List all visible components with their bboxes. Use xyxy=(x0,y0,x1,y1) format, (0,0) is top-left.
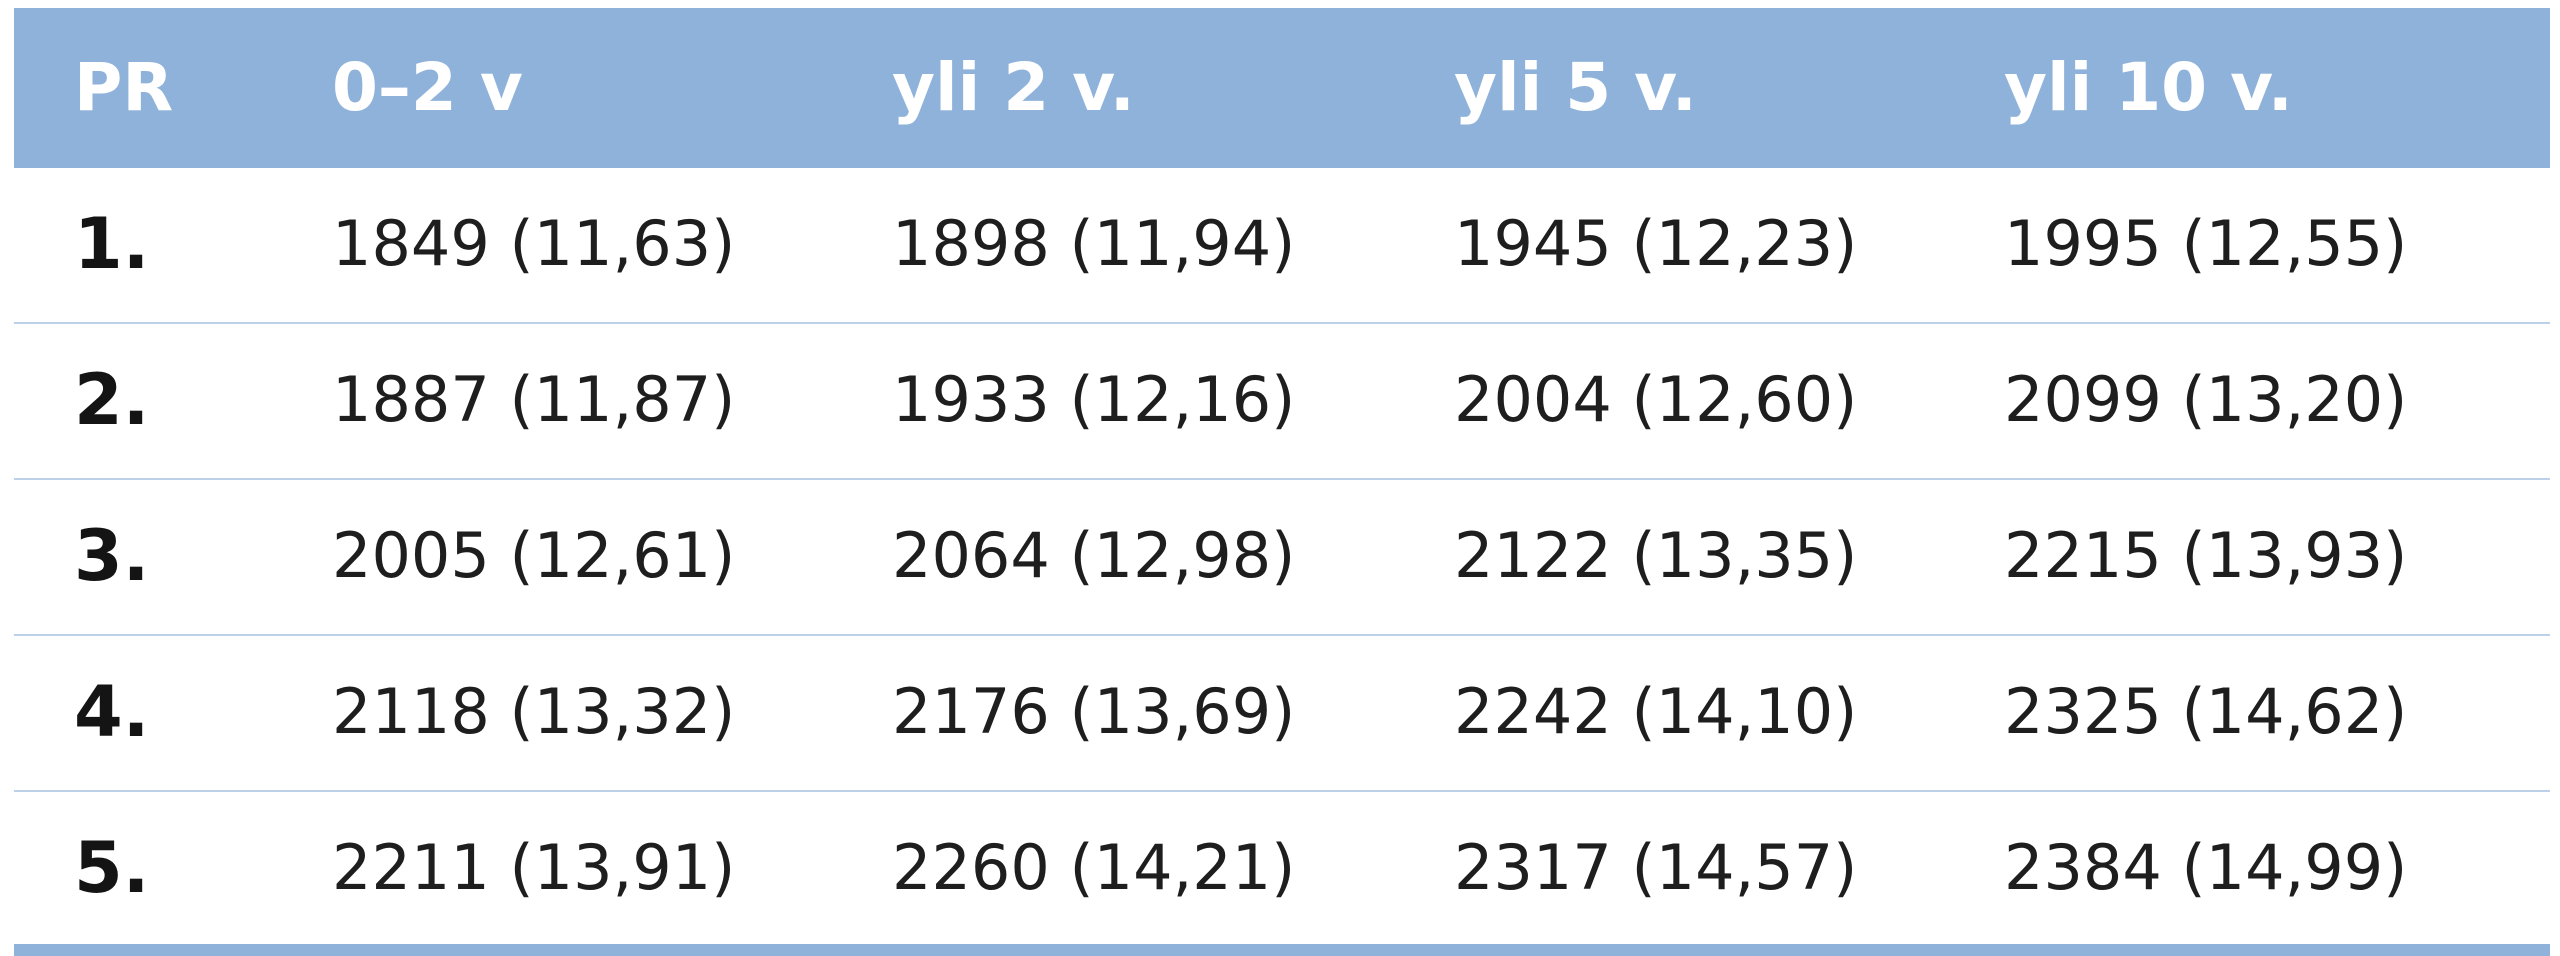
table-cell: 2384 (14,99) xyxy=(2004,831,2408,904)
table-row: 1. 1849 (11,63) 1898 (11,94) 1945 (12,23… xyxy=(14,168,2550,324)
table-cell: 2099 (13,20) xyxy=(2004,363,2408,436)
row-label: 4. xyxy=(74,671,150,753)
table-cell: 2118 (13,32) xyxy=(332,675,736,748)
table-header-row: PR 0–2 v yli 2 v. yli 5 v. yli 10 v. xyxy=(14,8,2550,168)
table-cell: 2317 (14,57) xyxy=(1454,831,1858,904)
table-cell: 2325 (14,62) xyxy=(2004,675,2408,748)
row-label: 2. xyxy=(74,359,150,441)
header-cell-pr: PR xyxy=(74,49,174,126)
header-cell-0-2: 0–2 v xyxy=(332,49,523,126)
table-cell: 1887 (11,87) xyxy=(332,363,736,436)
table-row: 5. 2211 (13,91) 2260 (14,21) 2317 (14,57… xyxy=(14,792,2550,956)
table-cell: 1945 (12,23) xyxy=(1454,207,1858,280)
header-cell-over-5: yli 5 v. xyxy=(1454,49,1697,126)
row-label: 3. xyxy=(74,515,150,597)
table-row: 2. 1887 (11,87) 1933 (12,16) 2004 (12,60… xyxy=(14,324,2550,480)
table-cell: 2122 (13,35) xyxy=(1454,519,1858,592)
table-cell: 1898 (11,94) xyxy=(892,207,1296,280)
table-row: 3. 2005 (12,61) 2064 (12,98) 2122 (13,35… xyxy=(14,480,2550,636)
header-cell-over-2: yli 2 v. xyxy=(892,49,1135,126)
header-cell-over-10: yli 10 v. xyxy=(2004,49,2293,126)
table-cell: 1849 (11,63) xyxy=(332,207,736,280)
table-cell: 2242 (14,10) xyxy=(1454,675,1858,748)
table-cell: 1933 (12,16) xyxy=(892,363,1296,436)
table-cell: 2211 (13,91) xyxy=(332,831,736,904)
row-label: 1. xyxy=(74,203,150,285)
table-cell: 2005 (12,61) xyxy=(332,519,736,592)
table-cell: 2064 (12,98) xyxy=(892,519,1296,592)
salary-table: PR 0–2 v yli 2 v. yli 5 v. yli 10 v. 1. … xyxy=(14,8,2550,956)
table-cell: 1995 (12,55) xyxy=(2004,207,2408,280)
table-row: 4. 2118 (13,32) 2176 (13,69) 2242 (14,10… xyxy=(14,636,2550,792)
table-cell: 2176 (13,69) xyxy=(892,675,1296,748)
table-cell: 2004 (12,60) xyxy=(1454,363,1858,436)
table-cell: 2215 (13,93) xyxy=(2004,519,2408,592)
table-cell: 2260 (14,21) xyxy=(892,831,1296,904)
row-label: 5. xyxy=(74,827,150,909)
